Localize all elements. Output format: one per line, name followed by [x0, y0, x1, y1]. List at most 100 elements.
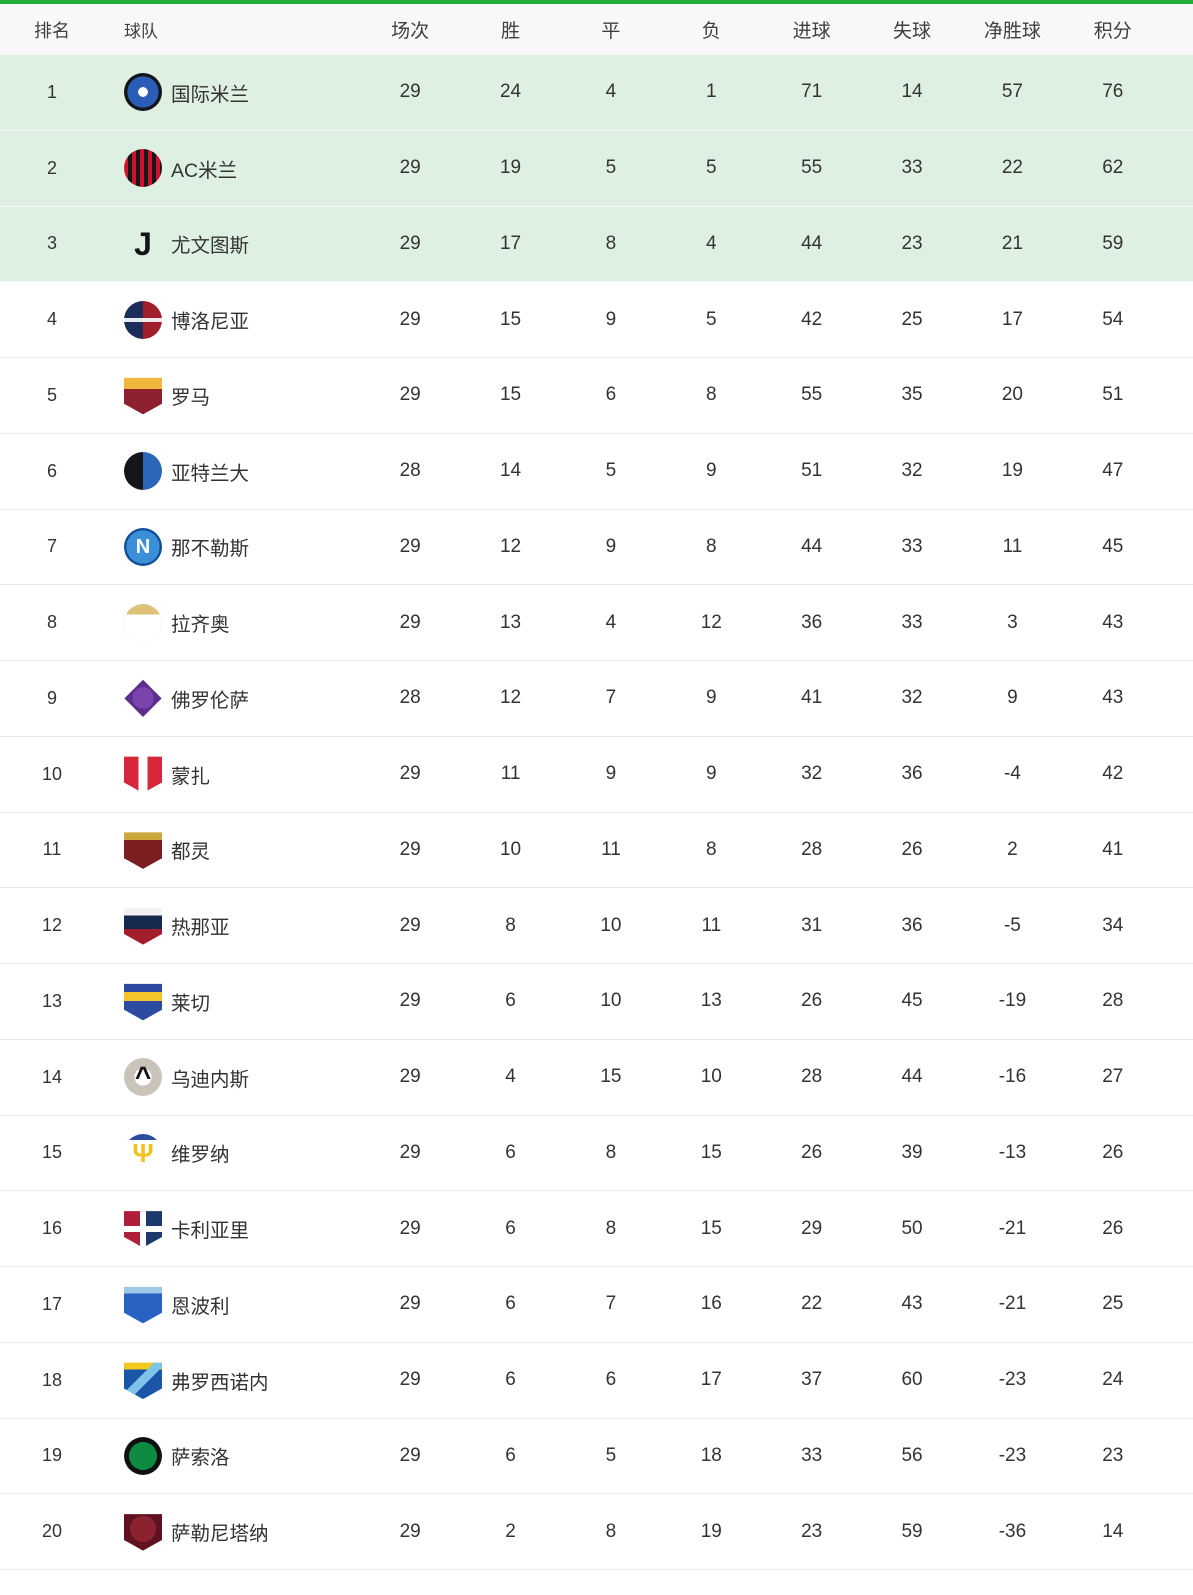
team-logo-icon [124, 679, 162, 717]
table-row[interactable]: 13 莱切 29 6 10 13 26 45 -19 28 [0, 964, 1193, 1040]
stat-value: -13 [998, 1141, 1027, 1163]
table-row[interactable]: 20 萨勒尼塔纳 29 2 8 19 23 59 -36 14 [0, 1494, 1193, 1570]
table-row[interactable]: 19 萨索洛 29 6 5 18 33 56 -23 23 [0, 1418, 1193, 1495]
rank-value: 17 [41, 1293, 63, 1314]
stat-value: 29 [399, 914, 421, 936]
stat-value: 24 [499, 81, 522, 103]
table-row[interactable]: 11 都灵 29 10 11 8 28 26 2 41 [0, 812, 1193, 889]
team-cell: J 尤文图斯 [104, 225, 360, 263]
standings-table-body: 1 国际米兰 29 24 4 1 71 14 57 76 2 AC米兰 29 1… [0, 55, 1193, 1570]
table-row[interactable]: 18 弗罗西诺内 29 6 6 17 37 60 -23 24 [0, 1342, 1193, 1419]
stat-value: 24 [1102, 1369, 1124, 1391]
table-row[interactable]: 14 ^ 乌迪内斯 29 4 15 10 28 44 -16 27 [0, 1039, 1193, 1116]
stat-value: 26 [801, 1141, 823, 1163]
stat-value: 10 [600, 914, 622, 936]
stat-value: 60 [901, 1369, 923, 1391]
table-row[interactable]: 8 拉齐奥 29 13 4 12 36 33 3 43 [0, 585, 1193, 661]
stat-value: 5 [706, 157, 717, 179]
stat-value: 19 [499, 157, 522, 179]
table-row[interactable]: 2 AC米兰 29 19 5 5 55 33 22 62 [0, 130, 1193, 207]
team-logo-icon [124, 377, 162, 415]
footer-whitespace [0, 1570, 1193, 1595]
stat-value: 29 [399, 232, 421, 254]
header-goal-diff: 净胜球 [983, 21, 1041, 42]
stat-value: 28 [399, 687, 421, 709]
stat-value: 44 [801, 535, 823, 557]
team-name: 弗罗西诺内 [171, 1371, 269, 1394]
table-row[interactable]: 17 恩波利 29 6 7 16 22 43 -21 25 [0, 1267, 1193, 1343]
stat-value: 26 [1102, 1141, 1124, 1163]
stat-value: 10 [700, 1066, 722, 1088]
stat-value: 42 [1102, 763, 1124, 785]
table-row[interactable]: 10 蒙扎 29 11 9 9 32 36 -4 42 [0, 736, 1193, 813]
team-cell: 莱切 [104, 982, 360, 1021]
rank-value: 1 [46, 81, 57, 102]
stat-value: 9 [605, 535, 617, 557]
header-wins: 胜 [501, 21, 521, 42]
stat-value: 6 [505, 1369, 516, 1391]
stat-value: 20 [1001, 384, 1023, 406]
stat-value: 8 [605, 232, 617, 254]
standings-header-row: 排名 球队 场次 胜 平 负 进球 失球 净胜球 积分 [0, 4, 1193, 55]
stat-value: 9 [706, 763, 717, 785]
stat-value: 29 [801, 1217, 823, 1239]
stat-value: -4 [1003, 763, 1021, 785]
team-logo-icon: N [124, 527, 162, 566]
rank-value: 12 [41, 915, 63, 936]
stat-value: 32 [901, 687, 923, 709]
table-row[interactable]: 7 N 那不勒斯 29 12 9 8 44 33 11 45 [0, 509, 1193, 586]
stat-value: -5 [1003, 914, 1021, 936]
stat-value: 43 [1102, 687, 1124, 709]
stat-value: 29 [399, 1520, 421, 1542]
header-played: 场次 [391, 21, 430, 42]
stat-value: 9 [706, 687, 717, 709]
stat-value: 41 [801, 687, 823, 709]
team-name: 博洛尼亚 [171, 311, 250, 334]
stat-value: 28 [399, 460, 421, 482]
stat-value: 59 [1102, 232, 1124, 254]
table-row[interactable]: 12 热那亚 29 8 10 11 31 36 -5 34 [0, 888, 1193, 964]
stat-value: 6 [505, 1217, 516, 1239]
stat-value: 44 [901, 1066, 923, 1088]
stat-value: 44 [801, 232, 823, 254]
team-name: 拉齐奥 [171, 614, 230, 637]
stat-value: 32 [801, 763, 823, 785]
table-row[interactable]: 6 亚特兰大 28 14 5 9 51 32 19 47 [0, 433, 1193, 510]
stat-value: -36 [998, 1520, 1027, 1542]
stat-value: 47 [1102, 460, 1124, 482]
stat-value: 42 [801, 308, 823, 330]
team-name: AC米兰 [171, 159, 238, 182]
table-row[interactable]: 4 博洛尼亚 29 15 9 5 42 25 17 54 [0, 282, 1193, 358]
team-name: 维罗纳 [171, 1144, 230, 1167]
team-name: 萨索洛 [171, 1447, 230, 1470]
stat-value: 11 [1002, 535, 1023, 557]
stat-value: 14 [901, 81, 923, 103]
table-row[interactable]: 3 J 尤文图斯 29 17 8 4 44 23 21 59 [0, 206, 1193, 283]
team-cell: 佛罗伦萨 [104, 679, 360, 717]
stat-value: 39 [901, 1141, 923, 1163]
stat-value: 29 [399, 81, 421, 103]
table-row[interactable]: 15 Ψ 维罗纳 29 6 8 15 26 39 -13 26 [0, 1115, 1193, 1192]
table-row[interactable]: 16 卡利亚里 29 6 8 15 29 50 -21 26 [0, 1191, 1193, 1267]
team-name: 恩波利 [171, 1295, 230, 1318]
stat-value: 29 [399, 990, 421, 1012]
stat-value: 55 [801, 384, 823, 406]
stat-value: 36 [801, 611, 823, 633]
team-name: 亚特兰大 [171, 462, 250, 485]
stat-value: 19 [700, 1520, 722, 1542]
table-row[interactable]: 9 佛罗伦萨 28 12 7 9 41 32 9 43 [0, 661, 1193, 737]
team-logo-icon [124, 983, 162, 1021]
stat-value: 21 [1001, 232, 1023, 254]
stat-value: 23 [801, 1520, 823, 1542]
table-row[interactable]: 5 罗马 29 15 6 8 55 35 20 51 [0, 358, 1193, 434]
stat-value: 6 [505, 1293, 516, 1315]
team-logo-icon [124, 756, 162, 794]
team-name: 尤文图斯 [171, 235, 250, 258]
table-row[interactable]: 1 国际米兰 29 24 4 1 71 14 57 76 [0, 55, 1193, 131]
stat-value: 36 [901, 914, 923, 936]
stat-value: 6 [605, 1369, 617, 1391]
stat-value: 34 [1102, 914, 1124, 936]
rank-value: 11 [42, 839, 62, 860]
team-name: 莱切 [171, 992, 211, 1015]
rank-value: 6 [46, 460, 57, 481]
